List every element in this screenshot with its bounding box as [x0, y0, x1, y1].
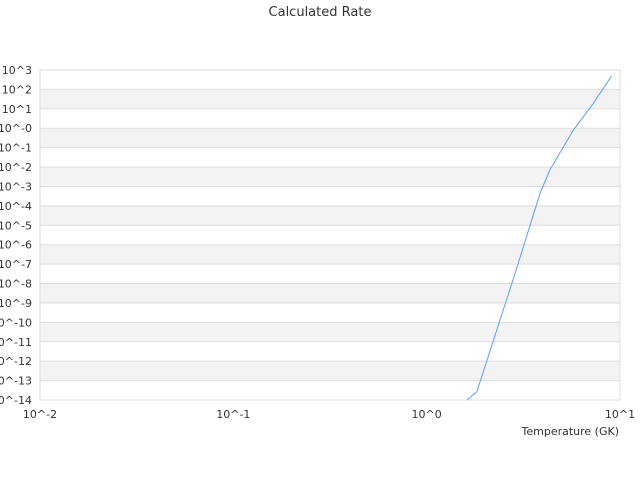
x-tick-label: 10^0 — [412, 408, 442, 421]
y-tick-label: 10^-7 — [0, 258, 32, 271]
plot-frame — [39, 69, 621, 401]
y-tick-label: 10^-0 — [0, 122, 32, 135]
y-tick-label: 10^-13 — [0, 375, 32, 388]
plot-band — [40, 244, 620, 265]
y-tick-label: 10^-12 — [0, 355, 32, 368]
y-tick-label: 10^-6 — [0, 239, 32, 252]
y-tick-label: 10^-2 — [0, 161, 32, 174]
plot-band — [40, 322, 620, 342]
y-tick-label: 10^-10 — [0, 316, 32, 329]
x-tick-label: 10^1 — [605, 408, 635, 421]
chart-title: Calculated Rate — [269, 5, 372, 20]
plot-bands — [40, 89, 620, 381]
y-tick-label: 10^-1 — [0, 142, 32, 155]
gridlines — [40, 88, 620, 382]
y-tick-label: 10^-4 — [0, 200, 32, 213]
y-tick-label: 10^-8 — [0, 278, 32, 291]
y-tick-label: 10^-3 — [0, 180, 32, 193]
x-tick-label: 10^-2 — [23, 408, 57, 421]
plot-band — [40, 128, 620, 148]
y-tick-label: 10^-14 — [0, 394, 32, 407]
y-tick-labels: 10^3 10^2 10^1 10^-0 10^-1 10^-2 10^-3 10^-4 10^… — [0, 64, 32, 407]
y-tick-label: 10^3 — [2, 64, 32, 77]
plot-band — [40, 283, 620, 303]
y-tick-label: 10^-11 — [0, 336, 32, 349]
y-tick-label: 10^-9 — [0, 297, 32, 310]
plot-band — [40, 167, 620, 187]
y-tick-label: 10^1 — [2, 103, 32, 116]
plot-band — [40, 205, 620, 226]
y-tick-label: 10^2 — [2, 83, 32, 96]
series-line — [466, 75, 613, 401]
x-axis-label: Temperature (GK) — [521, 425, 620, 438]
x-tick-labels: 10^-2 10^-1 10^0 10^1 — [23, 408, 635, 421]
y-tick-label: 10^-5 — [0, 219, 32, 232]
plot-band — [40, 361, 620, 381]
series — [466, 75, 613, 401]
x-tick-label: 10^-1 — [216, 408, 250, 421]
plot-band — [40, 89, 620, 109]
